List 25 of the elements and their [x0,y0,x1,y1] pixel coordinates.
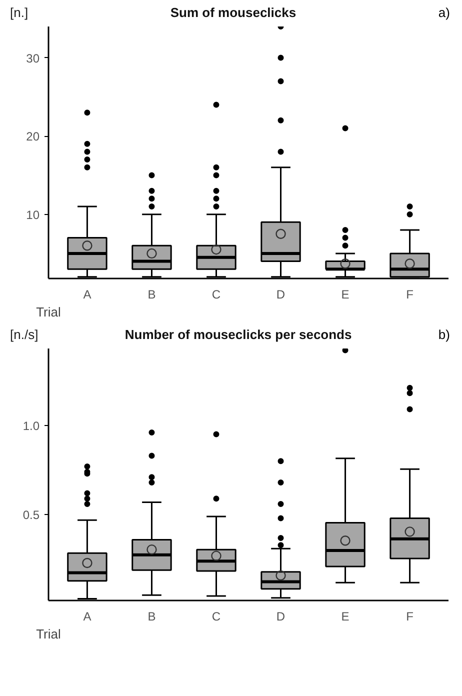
text: b) [438,326,450,344]
x-tick-label: F [406,610,414,624]
x-tick-label: C [212,610,221,624]
x-tick-label: D [276,288,286,302]
x-tick-label: A [83,288,92,302]
y-tick-label: 0.5 [22,508,40,522]
x-tick-label: E [341,610,350,624]
x-tick-label: A [83,610,92,624]
y-tick-label: 10 [26,208,40,222]
chart-title: Number of mouseclicks per seconds [124,326,352,344]
x-tick-label: F [406,288,414,302]
x-tick-label: E [341,288,350,302]
text: a) [438,4,450,22]
x-tick-label: B [148,610,156,624]
y-tick-label: 1.0 [22,418,40,433]
x-axis-title: Trial [36,626,62,642]
x-axis-title: Trial [36,304,62,320]
chart-title: Sum of mouseclicks [170,4,296,22]
y-tick-label: 20 [26,130,40,144]
y-tick-label: 30 [26,51,40,66]
y-axis-title: [n./s] [10,326,38,344]
y-axis-title: [n.] [10,4,28,22]
x-tick-label: D [276,610,286,624]
x-tick-label: C [212,288,221,302]
x-tick-label: B [148,288,156,302]
